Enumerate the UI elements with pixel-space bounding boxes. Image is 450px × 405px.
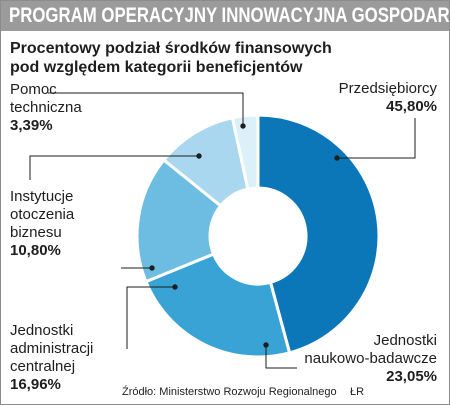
label-instytucje-otoczenia-biznesu: Instytucje otoczenia biznesu 10,80% xyxy=(10,188,75,259)
leader-dot-5 xyxy=(240,123,246,129)
label-jednostki-administracji: Jednostki administracji centralnej 16,96… xyxy=(10,322,94,393)
label-przedsiebiorcy: Przedsiębiorcy 45,80% xyxy=(338,80,437,115)
leader-line-przedsiebiorcy xyxy=(337,118,416,159)
leader-dot-1 xyxy=(263,342,269,348)
chart-title-line-1: Procentowy podział środków finansowych xyxy=(10,40,332,57)
donut-slice-4 xyxy=(230,113,260,191)
leader-dot-0 xyxy=(334,155,340,161)
header-banner: PROGRAM OPERACYJNY INNOWACYJNA GOSPODARK… xyxy=(1,1,449,31)
leader-line-jednostki-naukowo-badawcze xyxy=(265,345,297,369)
leader-line-jednostki-administracji xyxy=(126,286,175,349)
leader-line-instytucje-top xyxy=(29,155,199,180)
leader-dot-3 xyxy=(149,265,155,271)
leader-dot-2 xyxy=(172,284,178,290)
donut-slice-1 xyxy=(143,252,292,359)
chart-title: Procentowy podział środków finansowych p… xyxy=(10,39,410,77)
author-credit: ŁR xyxy=(350,386,365,398)
label-jednostki-naukowo-badawcze: Jednostki naukowo-badawcze 23,05% xyxy=(304,332,437,385)
label-pomoc-techniczna: Pomoc techniczna 3,39% xyxy=(10,81,82,134)
chart-title-line-2: pod względem kategorii beneficjentów xyxy=(10,59,303,76)
donut-slice-0 xyxy=(256,113,381,355)
leader-line-pomoc-techniczna xyxy=(48,92,244,126)
source-note: Źródło: Ministerstwo Rozwoju Regionalneg… xyxy=(122,386,337,398)
banner-title: PROGRAM OPERACYJNY INNOWACYJNA GOSPODARK… xyxy=(9,4,449,27)
leader-dot-4 xyxy=(196,153,202,159)
